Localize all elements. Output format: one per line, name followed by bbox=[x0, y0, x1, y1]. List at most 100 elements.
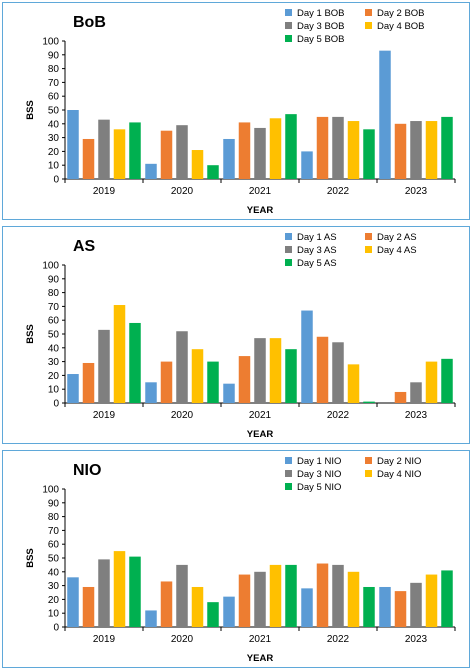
bar bbox=[254, 571, 266, 627]
chart-nio: NIO 0 10 20 30 40 50 60 70 80 90 100 2019 2020 2021 202… bbox=[25, 456, 456, 664]
bar bbox=[145, 610, 157, 627]
y-tick-label: 0 bbox=[53, 623, 59, 634]
x-tick-label: 2021 bbox=[249, 410, 272, 421]
bar bbox=[332, 116, 344, 179]
bar bbox=[441, 358, 453, 403]
bar bbox=[363, 129, 375, 179]
bar bbox=[67, 110, 79, 179]
bar bbox=[425, 121, 438, 179]
bar bbox=[223, 596, 235, 627]
legend-label: Day 3 AS bbox=[297, 245, 337, 256]
bar bbox=[441, 116, 453, 179]
bar bbox=[301, 151, 313, 179]
y-tick-label: 30 bbox=[48, 357, 60, 368]
y-tick-label: 90 bbox=[48, 274, 60, 285]
y-tick-label: 60 bbox=[48, 92, 60, 103]
bar bbox=[347, 571, 360, 627]
bar bbox=[223, 138, 235, 179]
y-tick-label: 40 bbox=[48, 567, 60, 578]
legend-label: Day 5 AS bbox=[297, 258, 337, 269]
y-tick-label: 50 bbox=[48, 106, 60, 117]
legend-label: Day 5 NIO bbox=[297, 482, 341, 493]
bar bbox=[410, 382, 422, 403]
y-tick-label: 70 bbox=[48, 78, 60, 89]
y-tick-label: 90 bbox=[48, 50, 60, 61]
y-tick-label: 20 bbox=[48, 595, 60, 606]
legend-swatch bbox=[285, 470, 292, 477]
x-tick-label: 2020 bbox=[171, 186, 194, 197]
y-tick-label: 30 bbox=[48, 133, 60, 144]
bar bbox=[316, 336, 329, 403]
y-tick-label: 70 bbox=[48, 302, 60, 313]
bar bbox=[98, 119, 110, 179]
legend-swatch bbox=[285, 246, 292, 253]
legend-swatch bbox=[285, 483, 292, 490]
legend-label: Day 1 BOB bbox=[297, 8, 345, 19]
bar bbox=[441, 570, 453, 627]
bar bbox=[254, 338, 266, 403]
bar bbox=[269, 118, 282, 179]
y-axis-label: BSS bbox=[25, 100, 36, 120]
bar bbox=[223, 383, 235, 403]
bar bbox=[363, 401, 375, 403]
bar bbox=[332, 342, 344, 403]
legend-swatch bbox=[285, 22, 292, 29]
bar bbox=[285, 564, 297, 627]
y-tick-label: 90 bbox=[48, 498, 60, 509]
legend-swatch bbox=[365, 470, 372, 477]
bar bbox=[301, 310, 313, 403]
bar bbox=[113, 129, 126, 179]
bar bbox=[425, 574, 438, 627]
bar bbox=[316, 563, 329, 627]
bar bbox=[67, 374, 79, 403]
y-tick-label: 80 bbox=[48, 288, 60, 299]
bar bbox=[347, 364, 360, 403]
chart-title: BoB bbox=[73, 14, 106, 31]
y-tick-label: 100 bbox=[42, 261, 59, 272]
bar bbox=[394, 123, 407, 179]
bar bbox=[160, 581, 173, 627]
bar bbox=[113, 305, 126, 403]
x-tick-label: 2019 bbox=[93, 410, 116, 421]
bar bbox=[98, 329, 110, 403]
y-tick-label: 40 bbox=[48, 343, 60, 354]
legend-label: Day 5 BOB bbox=[297, 34, 345, 45]
bar bbox=[176, 331, 188, 403]
y-tick-label: 0 bbox=[53, 175, 59, 186]
y-tick-label: 50 bbox=[48, 330, 60, 341]
legend-label: Day 2 BOB bbox=[377, 8, 425, 19]
bar bbox=[379, 586, 391, 627]
y-tick-label: 50 bbox=[48, 554, 60, 565]
y-tick-label: 0 bbox=[53, 399, 59, 410]
x-tick-label: 2022 bbox=[327, 186, 350, 197]
bar bbox=[301, 588, 313, 627]
bar bbox=[394, 591, 407, 627]
legend-label: Day 4 BOB bbox=[377, 21, 425, 32]
y-tick-label: 20 bbox=[48, 147, 60, 158]
bar bbox=[98, 559, 110, 627]
bar bbox=[207, 361, 219, 403]
bar bbox=[347, 121, 360, 179]
x-axis-label: YEAR bbox=[247, 205, 274, 216]
bar bbox=[113, 551, 126, 627]
bar bbox=[191, 349, 204, 403]
y-tick-label: 80 bbox=[48, 512, 60, 523]
chart-panel-as: AS 0 10 20 30 40 50 60 70 80 90 100 2019 2020 2021 2022… bbox=[2, 226, 470, 444]
x-tick-label: 2022 bbox=[327, 634, 350, 645]
y-axis-label: BSS bbox=[25, 324, 36, 344]
chart-as: AS 0 10 20 30 40 50 60 70 80 90 100 2019 2020 2021 2022… bbox=[25, 232, 456, 440]
x-tick-label: 2021 bbox=[249, 186, 272, 197]
bar bbox=[82, 138, 95, 179]
y-tick-label: 60 bbox=[48, 316, 60, 327]
legend-swatch bbox=[285, 9, 292, 16]
bar bbox=[145, 163, 157, 179]
bar bbox=[129, 556, 141, 627]
bar bbox=[269, 338, 282, 403]
bar bbox=[269, 564, 282, 627]
x-tick-label: 2021 bbox=[249, 634, 272, 645]
x-tick-label: 2023 bbox=[405, 186, 428, 197]
y-tick-label: 40 bbox=[48, 119, 60, 130]
y-tick-label: 100 bbox=[42, 37, 59, 48]
bar bbox=[410, 121, 422, 179]
chart-panel-bob: BoB 0 10 20 30 40 50 60 70 80 90 100 2019 2020 2021 202… bbox=[2, 2, 470, 220]
